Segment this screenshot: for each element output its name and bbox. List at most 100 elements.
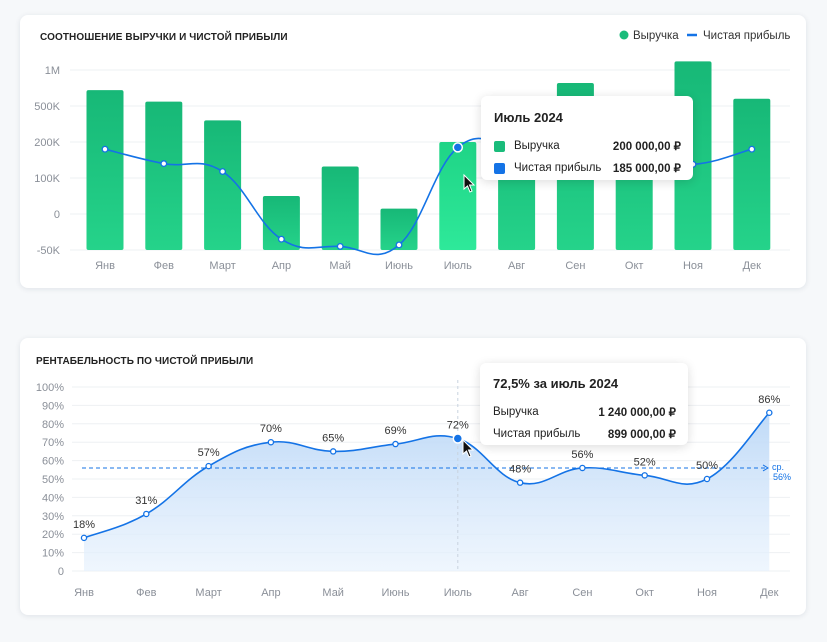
revenue-tooltip-title: Июль 2024 xyxy=(494,110,563,125)
y-tick-label: -50K xyxy=(37,245,61,257)
x-tick-label: Март xyxy=(195,587,221,599)
profit-tooltip-row-value: 185 000,00 ₽ xyxy=(612,163,681,175)
x-tick-label: Апр xyxy=(272,260,291,272)
margin-point xyxy=(143,510,150,518)
x-tick-label: Июнь xyxy=(382,587,410,599)
profit-swatch xyxy=(494,162,505,174)
margin-point-label: 52% xyxy=(634,456,656,468)
profit-tooltip-row: Чистая прибыль 185 000,00 ₽ xyxy=(494,157,681,179)
x-tick-label: Янв xyxy=(95,260,115,272)
revenue-tooltip-row: Выручка 200 000,00 ₽ xyxy=(494,135,681,157)
margin-point-label: 50% xyxy=(696,460,718,472)
revenue-tooltip-row-name: Выручка xyxy=(514,140,560,152)
x-tick-label: Дек xyxy=(743,260,762,272)
y-tick-label: 0 xyxy=(58,566,64,578)
y-tick-label: 30% xyxy=(42,511,64,523)
profit-point xyxy=(160,160,168,168)
y-tick-label: 200K xyxy=(34,137,60,149)
x-tick-label: Май xyxy=(329,260,351,272)
x-tick-label: Авг xyxy=(508,260,525,272)
margin-point-label: 57% xyxy=(198,447,220,459)
x-tick-label: Окт xyxy=(635,587,654,599)
y-tick-label: 40% xyxy=(42,492,64,504)
legend-revenue-label[interactable]: Выручка xyxy=(633,30,679,42)
revenue-bar xyxy=(439,142,477,250)
y-tick-label: 50% xyxy=(42,474,64,486)
margin-tooltip-revenue-name: Выручка xyxy=(493,406,539,418)
margin-tooltip-revenue-value: 1 240 000,00 ₽ xyxy=(598,407,676,419)
margin-area xyxy=(84,412,770,571)
margin-point xyxy=(579,464,586,472)
profit-point xyxy=(336,242,344,250)
profit-point xyxy=(748,145,756,153)
revenue-profit-chart: СООТНОШЕНИЕ ВЫРУЧКИ И ЧИСТОЙ ПРИБЫЛИ Выр… xyxy=(34,30,790,272)
margin-chart-title: РЕНТАБЕЛЬНОСТЬ ПО ЧИСТОЙ ПРИБЫЛИ xyxy=(36,354,253,367)
y-tick-label: 100K xyxy=(34,173,60,185)
revenue-bar xyxy=(380,208,418,250)
margin-tooltip-title: 72,5% за июль 2024 xyxy=(493,376,619,391)
y-tick-label: 80% xyxy=(42,419,64,431)
margin-line xyxy=(83,412,770,539)
x-tick-label: Март xyxy=(209,260,235,272)
profit-point xyxy=(219,168,227,175)
x-tick-label: Сен xyxy=(565,260,585,272)
margin-point-label: 56% xyxy=(571,449,593,461)
x-tick-label: Фев xyxy=(136,587,156,599)
x-tick-label: Янв xyxy=(74,587,94,599)
margin-point-label: 18% xyxy=(73,519,95,531)
y-tick-label: 60% xyxy=(42,456,64,468)
x-tick-label: Сен xyxy=(572,587,592,599)
x-tick-label: Май xyxy=(322,587,344,599)
margin-point xyxy=(205,462,212,470)
revenue-bar xyxy=(86,90,124,250)
margin-tooltip-profit-name: Чистая прибыль xyxy=(493,428,581,440)
margin-point-label: 31% xyxy=(135,495,157,507)
margin-point-label: 48% xyxy=(509,464,531,476)
x-tick-label: Фев xyxy=(154,260,174,272)
margin-point xyxy=(267,438,275,446)
x-tick-label: Дек xyxy=(760,587,779,599)
margin-point xyxy=(516,479,524,486)
margin-tooltip-revenue-row: Выручка 1 240 000,00 ₽ xyxy=(493,401,676,423)
margin-point xyxy=(703,475,711,483)
revenue-tooltip-row-value: 200 000,00 ₽ xyxy=(612,141,681,153)
legend-revenue-marker xyxy=(619,30,629,40)
x-tick-label: Июнь xyxy=(385,260,413,272)
revenue-bar xyxy=(321,166,359,250)
y-tick-label: 1M xyxy=(45,65,60,77)
revenue-bar xyxy=(204,120,242,251)
x-tick-label: Апр xyxy=(261,587,280,599)
margin-point-label: 69% xyxy=(384,425,406,437)
x-tick-label: Июль xyxy=(444,587,472,599)
revenue-chart-title: СООТНОШЕНИЕ ВЫРУЧКИ И ЧИСТОЙ ПРИБЫЛИ xyxy=(40,30,288,43)
margin-tooltip-profit-row: Чистая прибыль 899 000,00 ₽ xyxy=(493,423,676,445)
margin-point xyxy=(766,409,773,417)
revenue-tooltip: Июль 2024 Выручка 200 000,00 ₽ Чистая пр… xyxy=(481,96,693,180)
y-tick-label: 20% xyxy=(42,529,64,541)
revenue-plot-area: -50K 0 100K 200K 500K 1M Янв Фев Март Апр Май Июнь И… xyxy=(34,61,790,272)
margin-plot-area: 0 10% 20% 30% 40% 50% 60% 70% 80% 90% 100% 18% Янв 31… xyxy=(36,380,790,599)
margin-point xyxy=(641,472,648,479)
x-tick-label: Июль xyxy=(444,260,472,272)
margin-point xyxy=(452,433,464,444)
profit-point xyxy=(101,145,109,153)
margin-tooltip-profit-value: 899 000,00 ₽ xyxy=(607,429,676,441)
y-tick-label: 70% xyxy=(42,437,64,449)
revenue-bar xyxy=(733,98,771,250)
average-label: ср. xyxy=(772,462,784,472)
x-tick-label: Окт xyxy=(625,260,644,272)
margin-point xyxy=(329,448,337,455)
y-tick-label: 10% xyxy=(42,548,64,560)
average-value-label: 56% xyxy=(773,472,791,482)
legend-profit-label[interactable]: Чистая прибыль xyxy=(703,30,790,42)
margin-point xyxy=(80,534,88,542)
margin-point xyxy=(392,440,399,448)
profit-point xyxy=(277,235,285,243)
x-tick-label: Ноя xyxy=(683,260,703,272)
margin-point-label: 65% xyxy=(322,432,344,444)
margin-point-label: 86% xyxy=(758,394,780,406)
revenue-bar xyxy=(145,101,183,251)
profit-tooltip-row-name: Чистая прибыль xyxy=(514,162,602,174)
margin-point-label: 72% xyxy=(447,420,469,432)
